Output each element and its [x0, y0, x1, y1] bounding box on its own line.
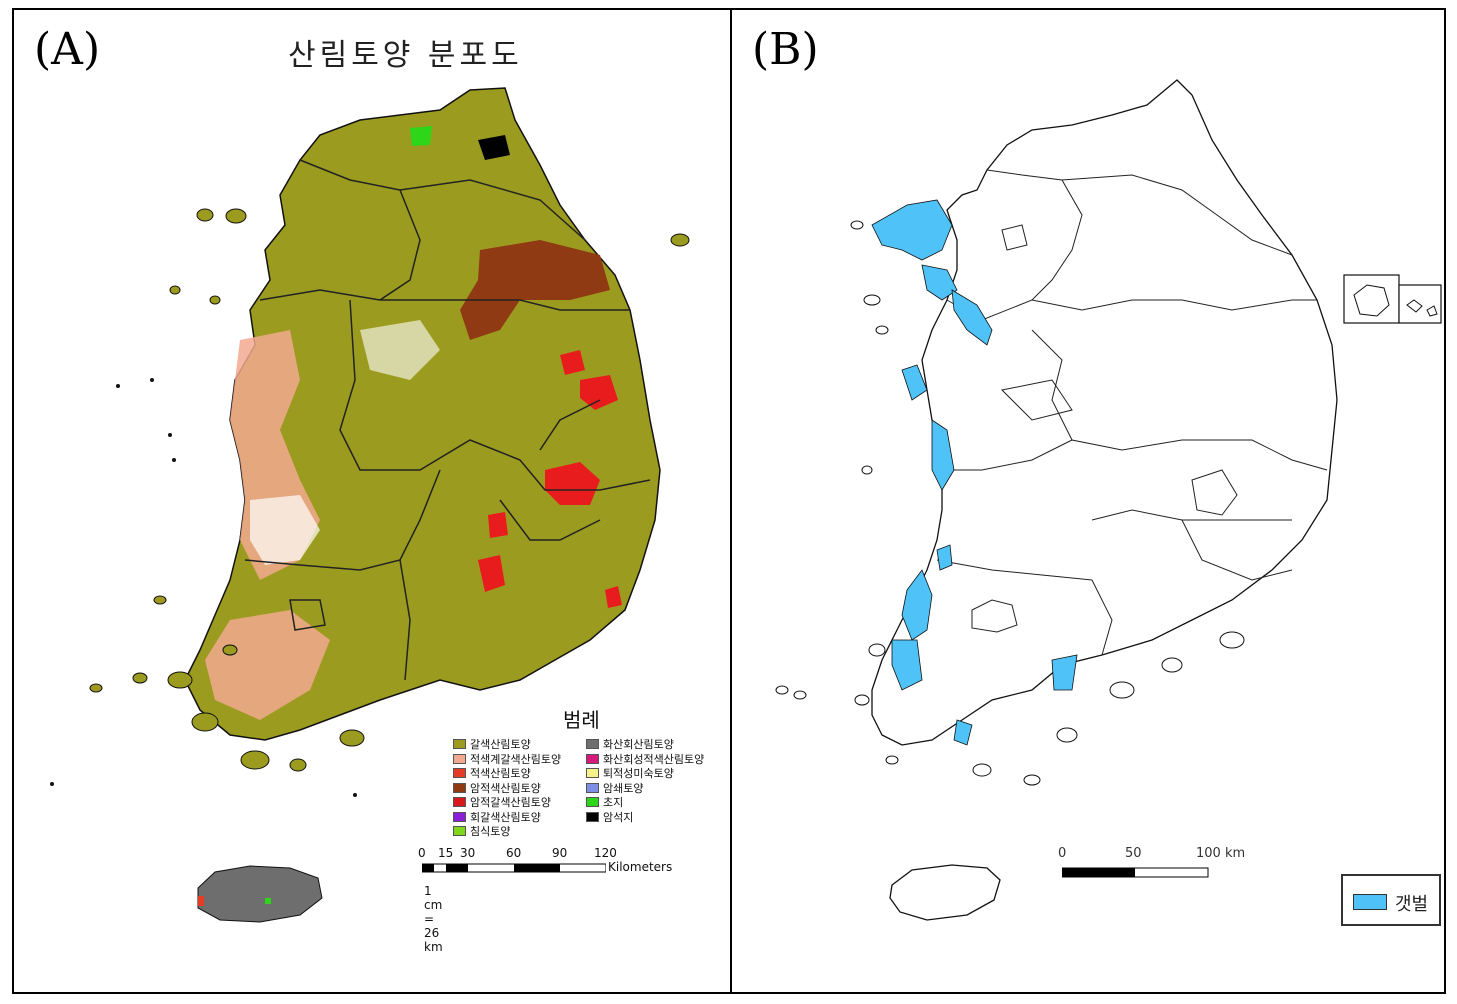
small-islands: [50, 378, 357, 797]
legend-label: 적색산림토양: [470, 767, 531, 781]
province-boundaries: [244, 159, 651, 681]
jeju-red-patch: [198, 896, 204, 906]
legend-swatch: [586, 753, 599, 764]
legend-item: 암석지: [586, 810, 704, 825]
jeju-outline: [889, 864, 1001, 921]
scale-b-tick: 100 km: [1196, 846, 1246, 861]
legend-label: 암적갈색산림토양: [470, 796, 551, 810]
scale-tick: 90: [552, 846, 568, 860]
legend-item: 퇴적성미숙토양: [586, 766, 704, 781]
legend-label: 초지: [603, 796, 624, 810]
legend-item: 화산회산림토양: [586, 737, 704, 752]
coastal-islands: [89, 208, 690, 772]
panel-b-label: (B): [752, 24, 819, 75]
legend-label: 갈색산림토양: [470, 738, 531, 752]
scale-tick: 0: [418, 846, 426, 860]
scale-tick: 15: [438, 846, 454, 860]
panel-divider: [730, 8, 732, 994]
legend-swatch: [586, 811, 599, 822]
legend-item: 암적색산림토양: [453, 781, 561, 796]
scale-b-tick: 0: [1058, 846, 1067, 861]
grassland-area: [410, 126, 432, 146]
islands-b: [775, 220, 1245, 786]
tidal-flats: [871, 199, 1078, 746]
figure-frame: [12, 8, 1446, 994]
tidal-flat-legend: 갯벌: [1341, 874, 1441, 926]
scale-tick: 120: [594, 846, 617, 860]
legend-swatch: [586, 797, 599, 808]
scale-unit: Kilometers: [608, 860, 673, 874]
legend-label: 암석지: [603, 810, 634, 824]
red-soil-patch-2: [580, 375, 618, 410]
legend-item: 초지: [586, 795, 704, 810]
legend-item: 적색계갈색산림토양: [453, 752, 561, 767]
legend-swatch: [453, 753, 466, 764]
legend-swatch: [453, 782, 466, 793]
legend-item: 암적갈색산림토양: [453, 795, 561, 810]
legend-title: 범례: [563, 708, 600, 732]
legend-item: 적색산림토양: [453, 766, 561, 781]
jeju-grassland-patch: [265, 898, 271, 904]
non-forest-area: [360, 320, 440, 380]
legend-swatch: [453, 826, 466, 837]
jeju-island: [197, 865, 323, 923]
red-soil-patch-5: [488, 512, 508, 538]
non-forest-area: [250, 495, 320, 565]
mainland-outline: [871, 79, 1338, 746]
red-soil-patch-3: [560, 350, 585, 375]
legend-swatch: [453, 739, 466, 750]
legend-label: 퇴적성미숙토양: [603, 767, 674, 781]
legend-label: 적색계갈색산림토양: [470, 752, 562, 766]
scale-tick: 30: [460, 846, 476, 860]
legend-label: 회갈색산림토양: [470, 810, 541, 824]
legend-item: 회갈색산림토양: [453, 810, 561, 825]
red-soil-patch-6: [605, 586, 622, 608]
legend-item: 갈색산림토양: [453, 737, 561, 752]
legend-swatch: [586, 768, 599, 779]
rock-area: [478, 135, 510, 160]
tidal-flat-map: [775, 79, 1442, 921]
panel-a-label: (A): [34, 24, 101, 75]
legend-swatch: [453, 797, 466, 808]
tidal-flat-legend-label: 갯벌: [1395, 894, 1429, 915]
legend-label: 화산회성적색산림토양: [603, 752, 705, 766]
legend-label: 침식토양: [470, 825, 511, 839]
reddish-soil-area-south: [205, 610, 330, 720]
scale-b-tick: 50: [1125, 846, 1142, 861]
red-soil-patch-4: [478, 555, 505, 592]
map-title: 산림토양 분포도: [288, 38, 523, 73]
red-soil-patch-1: [545, 462, 600, 505]
scale-tick: 60: [506, 846, 522, 860]
legend-item: 화산회성적색산림토양: [586, 752, 704, 767]
scale-ratio: 1 cm = 26 km: [424, 884, 443, 954]
legend-label: 화산회산림토양: [603, 738, 674, 752]
tidal-flat-swatch: [1353, 894, 1387, 910]
dark-red-soil-area: [460, 240, 610, 340]
legend-item: 침식토양: [453, 824, 561, 839]
legend-swatch: [453, 768, 466, 779]
legend-label: 암쇄토양: [603, 781, 644, 795]
legend-swatch: [586, 739, 599, 750]
legend-label: 암적색산림토양: [470, 781, 541, 795]
scale-bar-a-graphic: [422, 863, 606, 873]
ulleung-outline: [1353, 284, 1390, 317]
scale-bar-b: [1062, 867, 1209, 878]
legend-swatch: [453, 811, 466, 822]
legend-item: 암쇄토양: [586, 781, 704, 796]
forest-soil-map: [50, 87, 690, 923]
legend-swatch: [586, 782, 599, 793]
province-boundaries-b: [936, 169, 1328, 656]
dokdo-outline: [1406, 299, 1438, 317]
